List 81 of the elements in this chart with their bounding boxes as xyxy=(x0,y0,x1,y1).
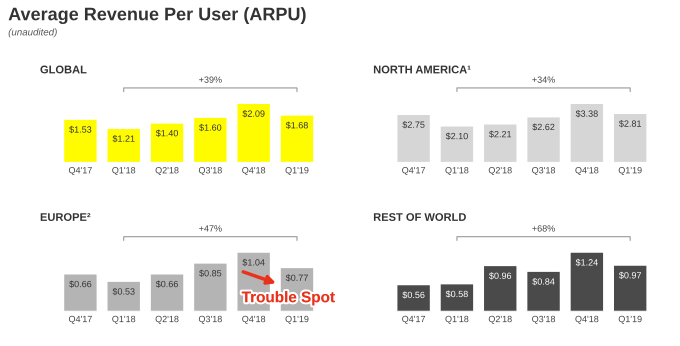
data-label: $3.38 xyxy=(576,110,598,118)
bar xyxy=(439,282,475,312)
text: +39% xyxy=(199,76,222,83)
bar xyxy=(526,270,562,312)
data-label: $1.68 xyxy=(286,122,308,129)
x-tick-label: Q4'17 xyxy=(68,316,92,324)
x-tick-label: Q3'18 xyxy=(198,316,222,324)
bar xyxy=(149,273,185,312)
bar xyxy=(279,114,315,163)
bar xyxy=(62,273,98,312)
x-tick-label: Q1'18 xyxy=(112,316,136,324)
data-label: $1.24 xyxy=(576,258,598,266)
bar xyxy=(396,284,432,312)
data-label: $2.81 xyxy=(618,120,642,128)
data-label: $1.60 xyxy=(199,124,222,132)
x-tick-label: Q4'17 xyxy=(402,167,426,176)
bar xyxy=(236,102,272,163)
x-tick-label: Q4'17 xyxy=(68,167,92,176)
x-tick-label: Q1'18 xyxy=(445,167,468,176)
data-label: $1.04 xyxy=(242,258,265,266)
x-tick-label: Q4'18 xyxy=(242,167,266,176)
bar xyxy=(106,128,142,163)
data-label: $2.62 xyxy=(532,123,554,131)
bar xyxy=(192,262,228,312)
x-tick-label: Q4'17 xyxy=(402,316,426,324)
x-tick-label: Q1'19 xyxy=(286,316,308,324)
bar xyxy=(526,116,562,163)
bar xyxy=(612,264,648,312)
bar xyxy=(149,122,185,163)
data-label: $0.97 xyxy=(618,272,642,280)
text: +34% xyxy=(532,76,555,83)
data-label: $2.10 xyxy=(446,132,468,140)
x-tick-label: Q2'18 xyxy=(156,167,179,176)
x-tick-label: Q2'18 xyxy=(488,316,512,324)
bar xyxy=(396,114,432,163)
x-tick-label: Q4'18 xyxy=(242,316,266,324)
x-tick-label: Q1'19 xyxy=(618,316,642,324)
data-label: $0.96 xyxy=(489,272,512,280)
data-label: $2.09 xyxy=(242,110,265,118)
data-label: $0.85 xyxy=(199,270,222,277)
bar xyxy=(569,251,604,312)
data-label: $1.21 xyxy=(112,135,135,142)
data-label: $0.66 xyxy=(69,280,92,288)
x-tick-label: Q2'18 xyxy=(156,316,179,324)
x-tick-label: Q3'18 xyxy=(532,316,556,324)
x-tick-label: Q1'18 xyxy=(445,316,468,324)
bar xyxy=(439,125,475,163)
x-tick-label: Q1'18 xyxy=(112,167,136,176)
data-label: $0.66 xyxy=(156,280,178,288)
text: Average Revenue Per User (ARPU) xyxy=(8,7,306,24)
x-tick-label: Q3'18 xyxy=(198,167,222,176)
data-label: $2.21 xyxy=(489,130,512,138)
bar xyxy=(106,280,142,312)
data-label: $0.77 xyxy=(286,274,308,282)
text: +68% xyxy=(532,225,555,232)
bar xyxy=(192,116,228,163)
chart-title: EUROPE² xyxy=(40,213,90,221)
x-tick-label: Q2'18 xyxy=(488,167,512,176)
data-label: $1.53 xyxy=(69,126,92,134)
bar xyxy=(62,118,98,163)
data-label: $2.75 xyxy=(402,121,425,128)
bar xyxy=(569,102,604,163)
bar xyxy=(612,112,648,163)
text: (unaudited) xyxy=(8,28,57,38)
data-label: $0.58 xyxy=(446,290,468,298)
x-tick-label: Q1'19 xyxy=(286,167,308,176)
text: +47% xyxy=(199,225,222,232)
data-label: $1.40 xyxy=(156,130,178,137)
chart-title: NORTH AMERICA¹ xyxy=(374,66,471,74)
x-tick-label: Q4'18 xyxy=(575,316,598,324)
x-tick-label: Q4'18 xyxy=(575,167,598,176)
chart-title: GLOBAL xyxy=(40,66,87,74)
chart-title: REST OF WORLD xyxy=(374,213,466,221)
data-label: $0.53 xyxy=(112,288,135,296)
bar xyxy=(482,123,518,163)
data-label: $0.56 xyxy=(402,291,425,299)
x-tick-label: Q3'18 xyxy=(532,167,556,176)
annotation: Trouble Spot xyxy=(242,291,335,306)
bar xyxy=(482,264,518,312)
x-tick-label: Q1'19 xyxy=(618,167,642,176)
data-label: $0.84 xyxy=(532,278,555,286)
